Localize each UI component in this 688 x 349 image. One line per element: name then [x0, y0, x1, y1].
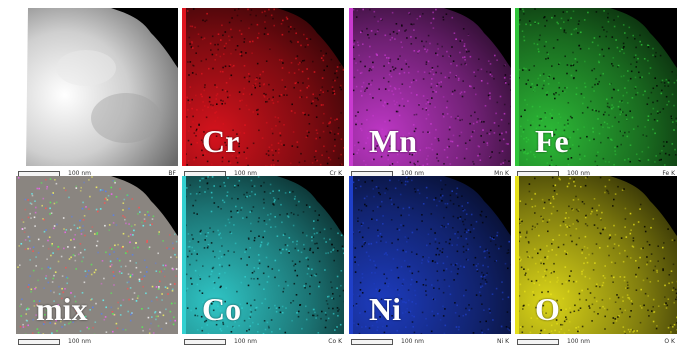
scale-bar: [351, 339, 393, 345]
panel-co: Co 100 nm Co K: [182, 176, 344, 348]
element-label: Cr: [202, 123, 240, 159]
color-strip: [515, 8, 519, 166]
caption: 100 nm: [16, 336, 178, 348]
panel-bf: 100 nm BF: [16, 8, 178, 180]
scale-bar: [18, 339, 60, 345]
color-strip: [182, 176, 186, 334]
mn-map-image: Mn: [349, 8, 511, 166]
scale-bar: [517, 339, 559, 345]
mix-map-image: mix: [16, 176, 178, 334]
panel-o: O 100 nm O K: [515, 176, 677, 348]
scale-label: 100 nm: [68, 338, 92, 345]
bright-field-image: [16, 8, 178, 166]
scale-label: 100 nm: [401, 170, 425, 177]
scale-label: 100 nm: [234, 170, 258, 177]
panel-mix: mix 100 nm: [16, 176, 178, 348]
color-strip: [515, 176, 519, 334]
channel-label: O K: [664, 338, 675, 345]
scale-label: 100 nm: [234, 338, 258, 345]
element-label: Fe: [535, 123, 569, 159]
scale-label: 100 nm: [567, 338, 591, 345]
caption: 100 nm Co K: [182, 336, 344, 348]
channel-label: Ni K: [497, 338, 509, 345]
element-label: Mn: [369, 123, 417, 159]
co-map-image: Co: [182, 176, 344, 334]
color-strip: [349, 8, 353, 166]
channel-label: Fe K: [662, 170, 675, 177]
panel-cr: Cr 100 nm Cr K: [182, 8, 344, 180]
scale-label: 100 nm: [401, 338, 425, 345]
panel-fe: Fe 100 nm Fe K: [515, 8, 677, 180]
channel-label: Cr K: [329, 170, 343, 177]
channel-label: Mn K: [494, 170, 509, 177]
scale-label: 100 nm: [567, 170, 591, 177]
element-label: Ni: [369, 291, 401, 327]
element-label: mix: [36, 291, 88, 327]
scale-bar: [184, 339, 226, 345]
panel-ni: Ni 100 nm Ni K: [349, 176, 511, 348]
o-map-image: O: [515, 176, 677, 334]
scale-label: 100 nm: [68, 170, 92, 177]
fe-map-image: Fe: [515, 8, 677, 166]
channel-label: Co K: [328, 338, 342, 345]
caption: 100 nm O K: [515, 336, 677, 348]
panel-mn: Mn 100 nm Mn K: [349, 8, 511, 180]
ni-map-image: Ni: [349, 176, 511, 334]
element-label: Co: [202, 291, 242, 327]
color-strip: [349, 176, 353, 334]
channel-label: BF: [168, 170, 176, 177]
element-label: O: [535, 291, 560, 327]
cr-map-image: Cr: [182, 8, 344, 166]
color-strip: [182, 8, 186, 166]
caption: 100 nm Ni K: [349, 336, 511, 348]
